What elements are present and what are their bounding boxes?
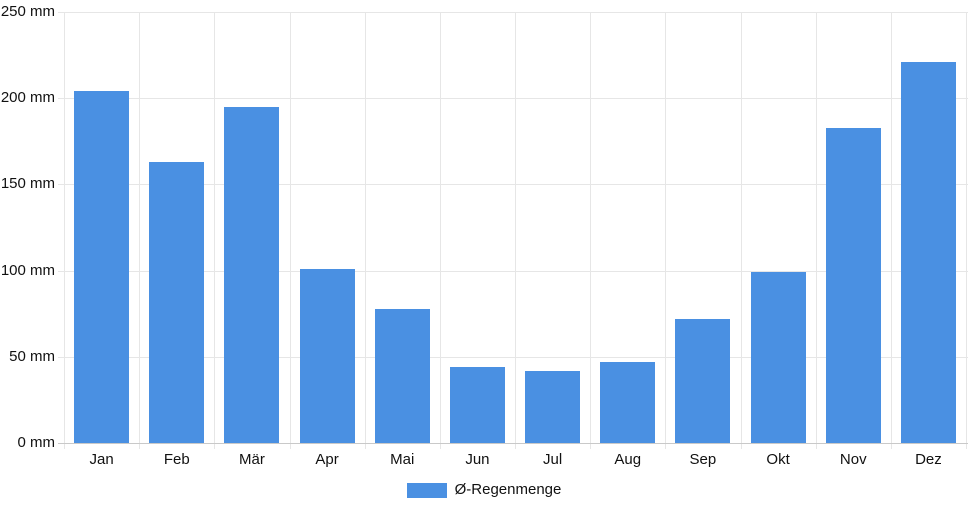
x-gridline-3 xyxy=(290,12,291,449)
bar-okt[interactable] xyxy=(751,272,806,443)
x-gridline-7 xyxy=(590,12,591,449)
y-gridline-200 xyxy=(58,98,968,100)
plot-area xyxy=(58,12,968,449)
x-gridline-11 xyxy=(891,12,892,449)
bar-mär[interactable] xyxy=(224,106,279,443)
x-axis-tick-label-feb: Feb xyxy=(163,451,190,468)
x-gridline-10 xyxy=(816,12,817,449)
legend-item[interactable]: Ø-Regenmenge xyxy=(406,481,562,499)
y-gridline-150 xyxy=(58,184,968,186)
bar-jun[interactable] xyxy=(450,367,505,443)
x-axis-tick-label-mai: Mai xyxy=(390,451,415,468)
bar-mai[interactable] xyxy=(375,308,430,443)
x-axis-tick-label-nov: Nov xyxy=(839,451,867,468)
x-gridline-5 xyxy=(440,12,441,449)
x-gridline-8 xyxy=(665,12,666,449)
bar-feb[interactable] xyxy=(149,161,204,443)
x-gridline-1 xyxy=(139,12,140,449)
bar-dez[interactable] xyxy=(901,61,956,443)
y-axis-tick-label: 250 mm xyxy=(0,3,55,20)
bar-apr[interactable] xyxy=(300,268,355,443)
y-axis-tick-label: 150 mm xyxy=(0,175,55,193)
x-gridline-2 xyxy=(214,12,215,449)
x-gridline-4 xyxy=(365,12,366,449)
x-axis-tick-label-apr: Apr xyxy=(315,451,339,468)
legend-label: Ø-Regenmenge xyxy=(454,481,562,498)
legend-color-swatch xyxy=(406,482,447,498)
y-gridline-250 xyxy=(58,12,968,13)
bar-jul[interactable] xyxy=(525,370,580,443)
x-gridline-12 xyxy=(966,12,967,449)
bar-aug[interactable] xyxy=(600,361,655,443)
x-axis-tick-label-mär: Mär xyxy=(238,451,265,468)
legend: Ø-Regenmenge xyxy=(0,481,968,499)
x-axis-tick-label-jan: Jan xyxy=(89,451,114,468)
x-gridline-9 xyxy=(741,12,742,449)
bar-sep[interactable] xyxy=(675,318,730,443)
y-axis-tick-label: 200 mm xyxy=(0,89,55,107)
x-axis-tick-label-okt: Okt xyxy=(766,451,790,468)
x-axis-tick-label-aug: Aug xyxy=(614,451,642,468)
x-gridline-0 xyxy=(64,12,65,449)
y-gridline-50 xyxy=(58,356,968,358)
bar-jan[interactable] xyxy=(74,91,129,443)
y-axis-tick-label: 50 mm xyxy=(9,347,55,365)
x-axis-tick-label-jun: Jun xyxy=(465,451,490,468)
x-axis-tick-label-dez: Dez xyxy=(915,451,942,468)
y-axis-tick-label: 100 mm xyxy=(0,261,55,279)
y-axis-tick-label: 0 mm xyxy=(17,434,56,451)
y-gridline-0 xyxy=(58,443,968,444)
y-gridline-100 xyxy=(58,270,968,272)
x-axis-tick-label-sep: Sep xyxy=(689,451,717,468)
bar-nov[interactable] xyxy=(826,127,881,443)
x-gridline-6 xyxy=(515,12,516,449)
x-axis-tick-label-jul: Jul xyxy=(542,451,563,468)
